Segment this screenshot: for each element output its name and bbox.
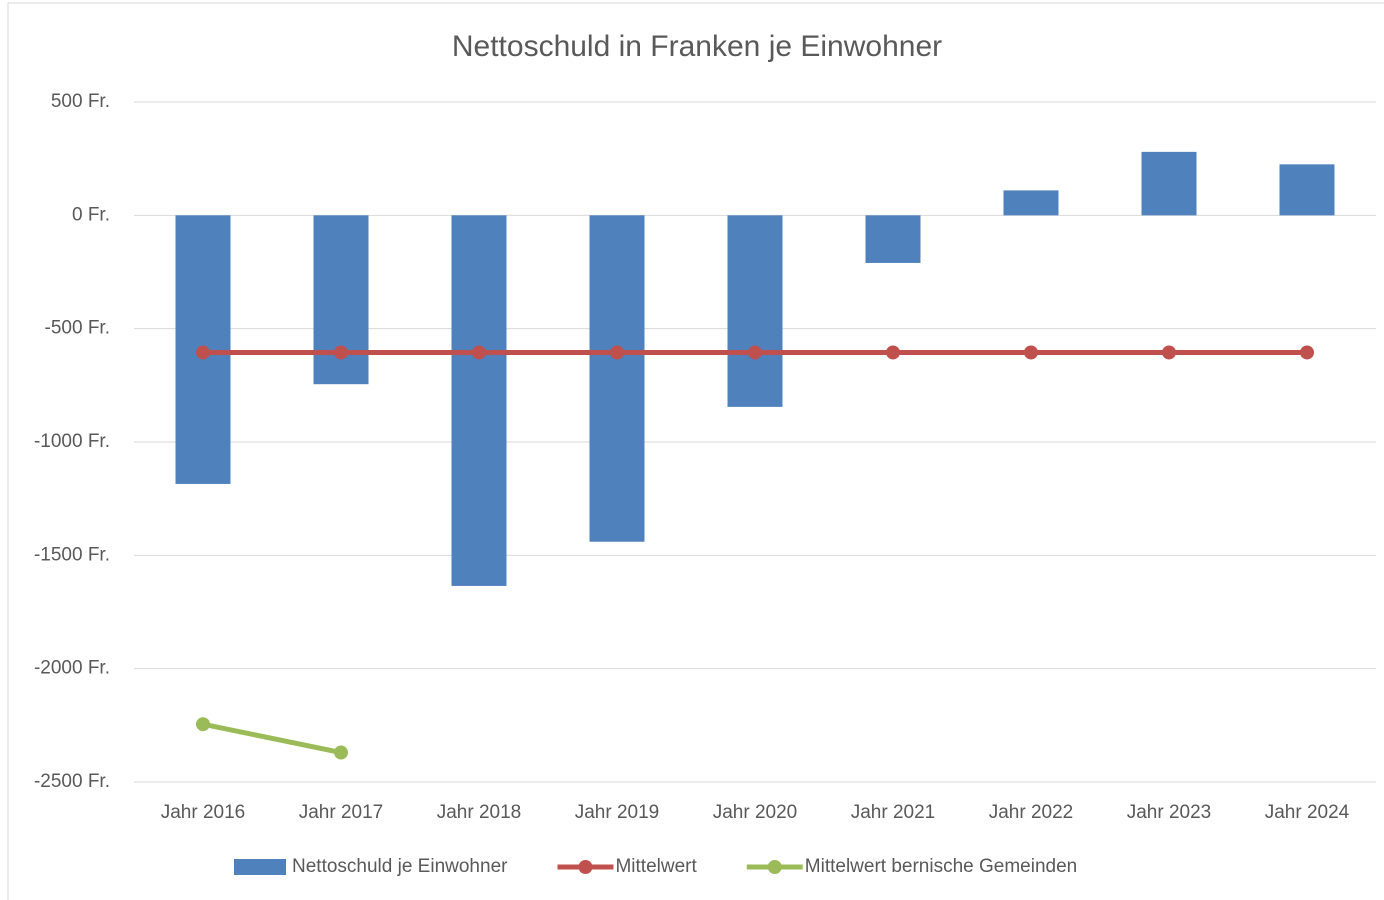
- legend-label: Mittelwert: [615, 856, 697, 877]
- x-tick-label: Jahr 2022: [989, 802, 1074, 823]
- line-marker: [1024, 345, 1038, 360]
- x-tick-label: Jahr 2021: [851, 802, 936, 823]
- line-marker: [472, 345, 486, 360]
- x-tick-label: Jahr 2018: [437, 802, 522, 823]
- legend-swatch-marker: [578, 860, 593, 874]
- line-marker: [1300, 345, 1314, 360]
- line-marker: [1162, 345, 1176, 360]
- line: [202, 721, 342, 755]
- bar: [727, 215, 783, 407]
- line-marker: [610, 345, 624, 360]
- bar: [451, 215, 507, 586]
- line-marker: [196, 345, 210, 360]
- legend-label: Nettoschuld je Einwohner: [292, 856, 508, 877]
- bar: [865, 215, 921, 263]
- x-tick-label: Jahr 2020: [713, 802, 798, 823]
- bar: [1003, 190, 1059, 216]
- chart-title: Nettoschuld in Franken je Einwohner: [452, 30, 942, 63]
- line-marker: [748, 345, 762, 360]
- legend-swatch: [234, 859, 286, 875]
- legend-label: Mittelwert bernische Gemeinden: [805, 856, 1077, 877]
- line-marker: [334, 345, 348, 360]
- y-tick-label: -2500 Fr.: [34, 771, 110, 792]
- line-marker: [196, 717, 210, 732]
- y-tick-label: 500 Fr.: [51, 91, 110, 112]
- x-tick-label: Jahr 2019: [575, 802, 660, 823]
- legend-swatch-marker: [767, 860, 782, 874]
- y-tick-label: -1500 Fr.: [34, 544, 110, 565]
- bar: [1279, 164, 1335, 216]
- line-marker: [886, 345, 900, 360]
- line-marker: [334, 745, 348, 760]
- x-tick-label: Jahr 2024: [1265, 802, 1350, 823]
- bar: [589, 215, 645, 542]
- x-tick-label: Jahr 2023: [1127, 802, 1212, 823]
- y-tick-label: 0 Fr.: [72, 204, 110, 225]
- y-tick-label: -2000 Fr.: [34, 658, 110, 679]
- x-tick-label: Jahr 2016: [161, 802, 246, 823]
- y-tick-label: -500 Fr.: [45, 318, 110, 339]
- y-tick-label: -1000 Fr.: [34, 431, 110, 452]
- bar: [1141, 151, 1197, 216]
- x-tick-label: Jahr 2017: [299, 802, 384, 823]
